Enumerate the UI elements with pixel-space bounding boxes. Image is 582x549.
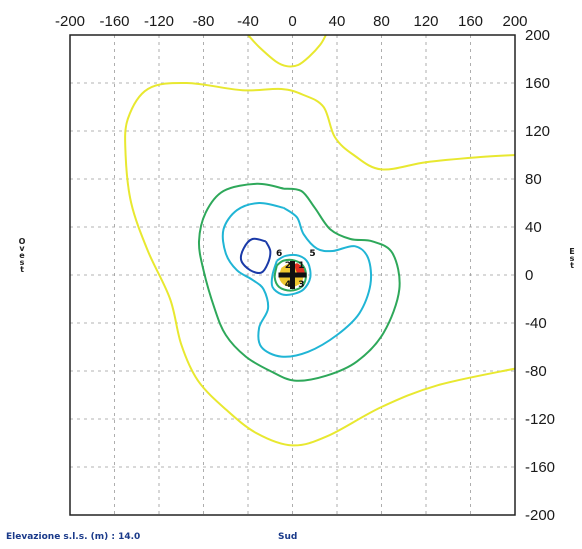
x-tick-label: 120: [413, 13, 438, 30]
east-label: Est: [569, 247, 575, 270]
y-tick-label: 40: [525, 219, 542, 236]
x-tick-label: 0: [288, 13, 296, 30]
contour-line-4: [221, 201, 373, 358]
x-tick-label: -80: [193, 13, 215, 30]
point-label-5: 5: [309, 249, 315, 259]
y-tick-labels: 200 160 120 80 40 0 -40 -80 -120 -160 -200: [525, 27, 555, 524]
x-tick-label: 200: [502, 13, 527, 30]
x-tick-label: 40: [329, 13, 346, 30]
x-tick-labels: -200 -160 -120 -80 -40 0 40 80 120 160 200: [55, 13, 528, 30]
y-tick-label: -120: [525, 411, 555, 428]
contour-line-5: [270, 254, 312, 296]
y-tick-label: 200: [525, 27, 550, 44]
plot-frame: [69, 34, 516, 516]
y-tick-label: 80: [525, 171, 542, 188]
x-tick-label: 80: [373, 13, 390, 30]
x-tick-label: -120: [144, 13, 174, 30]
x-tick-label: 160: [458, 13, 483, 30]
elevation-label: Elevazione s.l.s. (m) : 14.0: [6, 532, 141, 542]
contour-line-2: [124, 81, 516, 447]
y-tick-label: -200: [525, 507, 555, 524]
south-label: Sud: [278, 532, 298, 542]
contour-lines: [124, 34, 516, 447]
y-tick-label: 120: [525, 123, 550, 140]
contour-line-7: [273, 258, 307, 292]
point-label-6: 6: [276, 249, 282, 259]
center-marks: 5 62 14 3: [276, 249, 316, 290]
y-tick-label: 160: [525, 75, 550, 92]
point-label-1: 1: [298, 261, 304, 271]
contour-line-3: [197, 182, 401, 382]
x-tick-label: -40: [237, 13, 259, 30]
contour-line-1: [247, 34, 327, 68]
y-tick-label: -80: [525, 363, 547, 380]
x-tick-label: -160: [99, 13, 129, 30]
y-tick-label: 0: [525, 267, 533, 284]
point-label-3: 3: [298, 280, 304, 290]
y-tick-label: -40: [525, 315, 547, 332]
y-tick-label: -160: [525, 459, 555, 476]
contour-line-6: [239, 237, 272, 275]
west-label: Ovest: [18, 237, 26, 274]
point-label-4: 4: [285, 280, 291, 290]
point-label-2: 2: [285, 261, 291, 271]
x-tick-label: -200: [55, 13, 85, 30]
